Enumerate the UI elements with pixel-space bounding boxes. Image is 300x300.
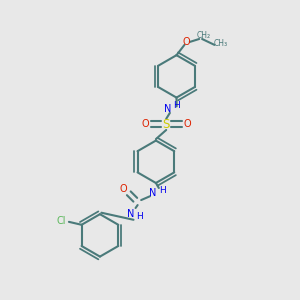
Text: O: O — [120, 184, 127, 194]
Text: O: O — [141, 119, 149, 129]
Text: CH₂: CH₂ — [196, 31, 211, 40]
Text: H: H — [136, 212, 143, 221]
Text: O: O — [184, 119, 191, 129]
Text: O: O — [183, 37, 190, 47]
Text: S: S — [163, 118, 170, 130]
Text: Cl: Cl — [56, 216, 66, 226]
Text: H: H — [173, 101, 180, 110]
Text: N: N — [149, 188, 157, 198]
Text: CH₃: CH₃ — [214, 39, 228, 48]
Text: H: H — [159, 186, 166, 195]
Text: N: N — [127, 209, 134, 220]
Text: N: N — [164, 104, 172, 114]
